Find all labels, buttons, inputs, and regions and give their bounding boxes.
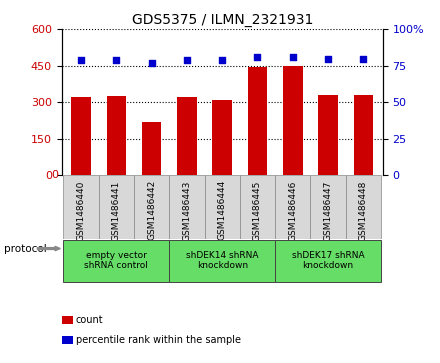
Text: protocol: protocol (4, 244, 47, 253)
Point (219, 57, 226, 63)
Bar (346, 175, 381, 239)
Text: GSM1486440: GSM1486440 (77, 180, 85, 241)
Bar (311, 175, 346, 239)
Point (360, 56, 367, 62)
Text: percentile rank within the sample: percentile rank within the sample (76, 335, 241, 345)
Point (325, 56, 332, 62)
Bar (169, 175, 205, 239)
Point (183, 57, 191, 62)
Text: GSM1486448: GSM1486448 (359, 180, 368, 241)
Bar (106, 96, 126, 175)
Point (113, 57, 120, 62)
Text: 0: 0 (51, 170, 59, 180)
Bar (213, 100, 232, 175)
Text: shDEK17 shRNA
knockdown: shDEK17 shRNA knockdown (292, 251, 364, 270)
Text: GSM1486447: GSM1486447 (323, 180, 333, 241)
Bar (142, 122, 161, 175)
Bar (71, 97, 91, 175)
Bar (169, 240, 275, 282)
Bar (319, 95, 338, 175)
Bar (63, 240, 169, 282)
Text: GSM1486445: GSM1486445 (253, 180, 262, 241)
Point (254, 54, 261, 60)
Text: count: count (76, 315, 103, 325)
Bar (205, 175, 240, 239)
Text: empty vector
shRNA control: empty vector shRNA control (84, 251, 148, 270)
Bar (275, 175, 311, 239)
Bar (63, 175, 99, 239)
Text: shDEK14 shRNA
knockdown: shDEK14 shRNA knockdown (186, 251, 258, 270)
Point (77, 57, 84, 62)
Point (148, 60, 155, 66)
Text: GSM1486446: GSM1486446 (288, 180, 297, 241)
Title: GDS5375 / ILMN_2321931: GDS5375 / ILMN_2321931 (132, 13, 313, 26)
Text: GSM1486441: GSM1486441 (112, 180, 121, 241)
Bar (134, 175, 169, 239)
Bar (248, 67, 267, 175)
Point (289, 54, 296, 60)
Text: GSM1486442: GSM1486442 (147, 180, 156, 240)
Text: GSM1486443: GSM1486443 (183, 180, 191, 241)
Bar (283, 66, 303, 175)
Bar (354, 95, 373, 175)
Bar (240, 175, 275, 239)
Text: GSM1486444: GSM1486444 (218, 180, 227, 240)
Bar (177, 97, 197, 175)
Bar (99, 175, 134, 239)
Bar (275, 240, 381, 282)
